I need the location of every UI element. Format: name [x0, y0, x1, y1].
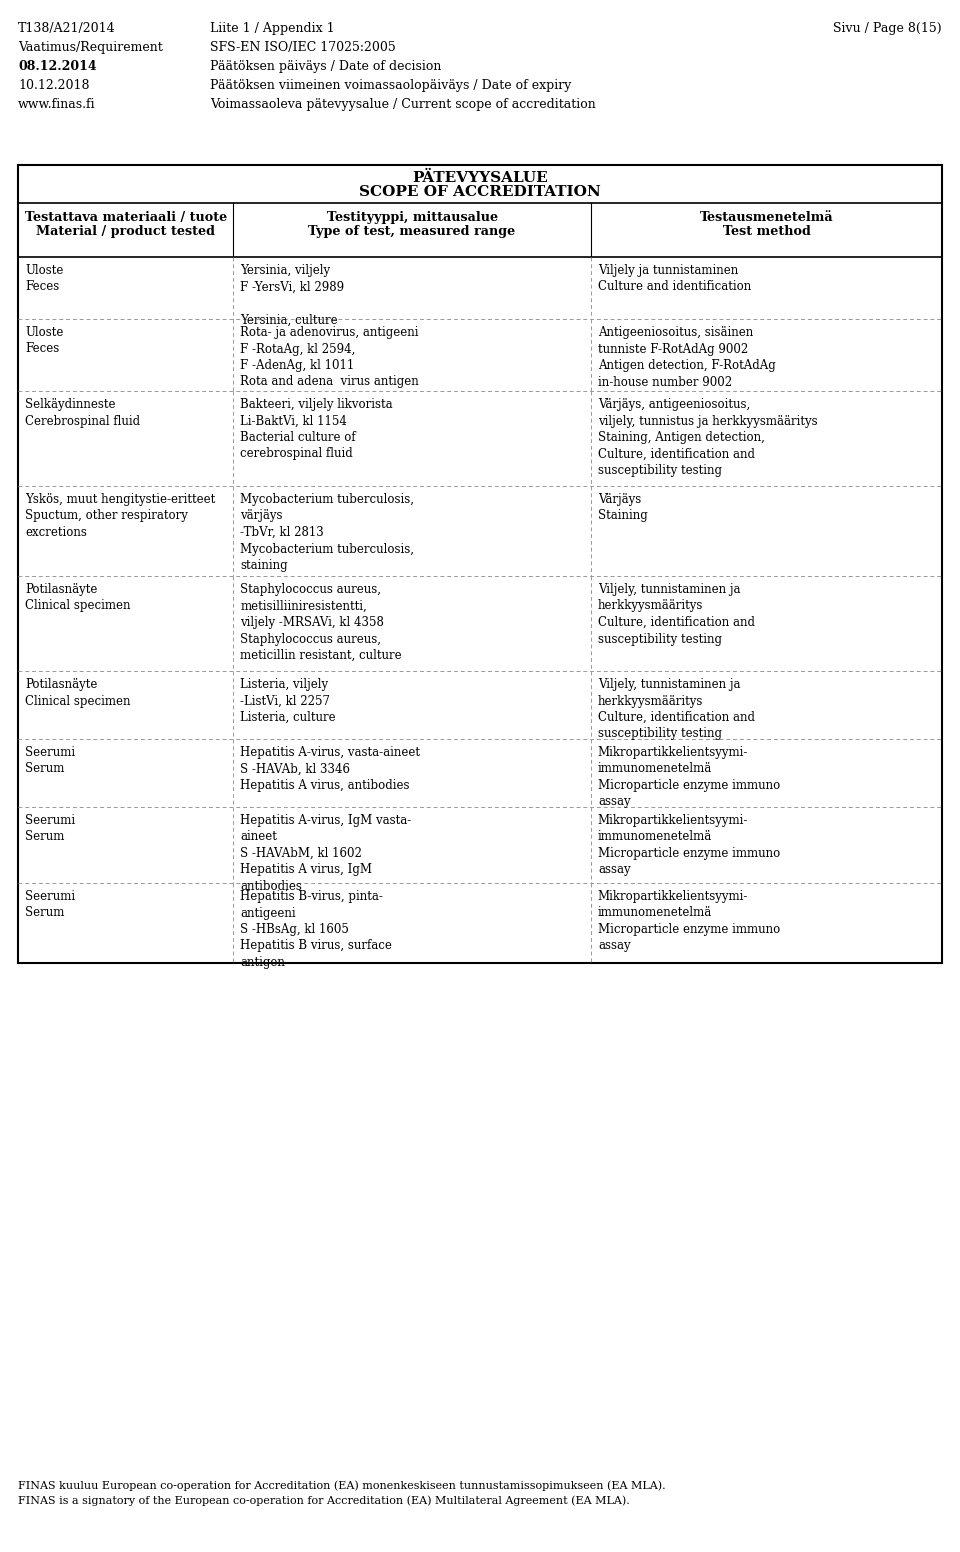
Text: PÄTEVYYSALUE: PÄTEVYYSALUE — [412, 171, 548, 185]
Text: 08.12.2014: 08.12.2014 — [18, 61, 97, 73]
Text: Mikropartikkelientsyymi-
immunomenetelmä
Microparticle enzyme immuno
assay: Mikropartikkelientsyymi- immunomenetelmä… — [598, 747, 780, 809]
Text: Potilasnäyte
Clinical specimen: Potilasnäyte Clinical specimen — [25, 584, 131, 613]
Text: Test method: Test method — [723, 225, 810, 237]
Text: Uloste
Feces: Uloste Feces — [25, 326, 63, 355]
Text: Rota- ja adenovirus, antigeeni
F -RotaAg, kl 2594,
F -AdenAg, kl 1011
Rota and a: Rota- ja adenovirus, antigeeni F -RotaAg… — [240, 326, 420, 388]
Text: Listeria, viljely
-ListVi, kl 2257
Listeria, culture: Listeria, viljely -ListVi, kl 2257 Liste… — [240, 678, 336, 723]
Text: Testattava materiaali / tuote: Testattava materiaali / tuote — [25, 211, 227, 223]
Text: Värjäys, antigeeniosoitus,
viljely, tunnistus ja herkkyysmääritys
Staining, Anti: Värjäys, antigeeniosoitus, viljely, tunn… — [598, 397, 818, 476]
Text: Testityyppi, mittausalue: Testityyppi, mittausalue — [326, 211, 497, 223]
Text: Type of test, measured range: Type of test, measured range — [308, 225, 516, 237]
Text: Värjäys
Staining: Värjäys Staining — [598, 494, 648, 523]
Text: Seerumi
Serum: Seerumi Serum — [25, 889, 75, 919]
Text: Uloste
Feces: Uloste Feces — [25, 264, 63, 293]
Text: SFS-EN ISO/IEC 17025:2005: SFS-EN ISO/IEC 17025:2005 — [210, 40, 396, 54]
Text: Viljely, tunnistaminen ja
herkkyysmääritys
Culture, identification and
susceptib: Viljely, tunnistaminen ja herkkyysmäärit… — [598, 584, 755, 646]
Text: Mycobacterium tuberculosis,
värjäys
-TbVr, kl 2813
Mycobacterium tuberculosis,
s: Mycobacterium tuberculosis, värjäys -TbV… — [240, 494, 415, 573]
Text: Potilasnäyte
Clinical specimen: Potilasnäyte Clinical specimen — [25, 678, 131, 708]
Text: Mikropartikkelientsyymi-
immunomenetelmä
Microparticle enzyme immuno
assay: Mikropartikkelientsyymi- immunomenetelmä… — [598, 813, 780, 877]
Text: Päätöksen päiväys / Date of decision: Päätöksen päiväys / Date of decision — [210, 61, 442, 73]
Text: Hepatitis A-virus, vasta-aineet
S -HAVAb, kl 3346
Hepatitis A virus, antibodies: Hepatitis A-virus, vasta-aineet S -HAVAb… — [240, 747, 420, 792]
Text: Sivu / Page 8(15): Sivu / Page 8(15) — [833, 22, 942, 36]
Text: FINAS is a signatory of the European co-operation for Accreditation (EA) Multila: FINAS is a signatory of the European co-… — [18, 1495, 630, 1505]
Text: www.finas.fi: www.finas.fi — [18, 98, 96, 112]
Text: Bakteeri, viljely likvorista
Li-BaktVi, kl 1154
Bacterial culture of
cerebrospin: Bakteeri, viljely likvorista Li-BaktVi, … — [240, 397, 393, 461]
Text: Mikropartikkelientsyymi-
immunomenetelmä
Microparticle enzyme immuno
assay: Mikropartikkelientsyymi- immunomenetelmä… — [598, 889, 780, 953]
Text: Testausmenetelmä: Testausmenetelmä — [700, 211, 833, 223]
Text: Vaatimus/Requirement: Vaatimus/Requirement — [18, 40, 163, 54]
Text: Seerumi
Serum: Seerumi Serum — [25, 747, 75, 776]
Text: Antigeeniosoitus, sisäinen
tunniste F-RotAdAg 9002
Antigen detection, F-RotAdAg
: Antigeeniosoitus, sisäinen tunniste F-Ro… — [598, 326, 776, 388]
Text: Hepatitis A-virus, IgM vasta-
aineet
S -HAVAbM, kl 1602
Hepatitis A virus, IgM
a: Hepatitis A-virus, IgM vasta- aineet S -… — [240, 813, 412, 892]
Text: Yersinia, viljely
F -YersVi, kl 2989

Yersinia, culture: Yersinia, viljely F -YersVi, kl 2989 Yer… — [240, 264, 345, 326]
Text: Viljely, tunnistaminen ja
herkkyysmääritys
Culture, identification and
susceptib: Viljely, tunnistaminen ja herkkyysmäärit… — [598, 678, 755, 740]
Text: Staphylococcus aureus,
metisilliiniresistentti,
viljely -MRSAVi, kl 4358
Staphyl: Staphylococcus aureus, metisilliiniresis… — [240, 584, 402, 663]
Text: Liite 1 / Appendix 1: Liite 1 / Appendix 1 — [210, 22, 335, 36]
Text: Viljely ja tunnistaminen
Culture and identification: Viljely ja tunnistaminen Culture and ide… — [598, 264, 751, 293]
Text: Material / product tested: Material / product tested — [36, 225, 215, 237]
Text: Selkäydinneste
Cerebrospinal fluid: Selkäydinneste Cerebrospinal fluid — [25, 397, 140, 427]
Text: Seerumi
Serum: Seerumi Serum — [25, 813, 75, 843]
Text: 10.12.2018: 10.12.2018 — [18, 79, 89, 92]
Text: T138/A21/2014: T138/A21/2014 — [18, 22, 115, 36]
Text: FINAS kuuluu European co-operation for Accreditation (EA) monenkeskiseen tunnust: FINAS kuuluu European co-operation for A… — [18, 1481, 665, 1490]
Text: Hepatitis B-virus, pinta-
antigeeni
S -HBsAg, kl 1605
Hepatitis B virus, surface: Hepatitis B-virus, pinta- antigeeni S -H… — [240, 889, 393, 968]
Text: SCOPE OF ACCREDITATION: SCOPE OF ACCREDITATION — [359, 185, 601, 199]
Text: Päätöksen viimeinen voimassaolopäiväys / Date of expiry: Päätöksen viimeinen voimassaolopäiväys /… — [210, 79, 571, 92]
Text: Yskös, muut hengitystie-eritteet
Spuctum, other respiratory
excretions: Yskös, muut hengitystie-eritteet Spuctum… — [25, 494, 215, 539]
Text: Voimassaoleva pätevyysalue / Current scope of accreditation: Voimassaoleva pätevyysalue / Current sco… — [210, 98, 596, 112]
